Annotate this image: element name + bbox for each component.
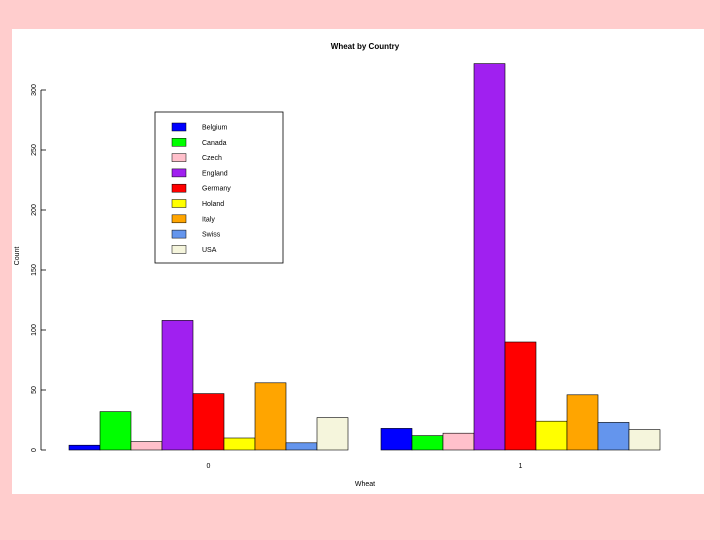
y-tick-label: 150 xyxy=(31,264,38,276)
legend-swatch-usa xyxy=(171,245,187,254)
bar-swiss-0 xyxy=(285,442,318,451)
legend-label-germany: Germany xyxy=(202,186,231,193)
bars-group xyxy=(68,63,661,451)
legend-swatch-swiss xyxy=(171,229,187,239)
legend-label-canada: Canada xyxy=(202,140,227,147)
y-axis-label: Count xyxy=(14,247,21,266)
legend-swatch-italy xyxy=(171,214,187,224)
bar-belgium-0 xyxy=(68,444,101,451)
y-tick-label: 100 xyxy=(31,324,38,336)
bar-canada-0 xyxy=(99,411,132,451)
y-axis: 0 50 100 150 200 250 300 xyxy=(31,84,46,452)
bar-england-1 xyxy=(473,63,506,451)
x-axis-label: Wheat xyxy=(355,481,375,488)
y-tick-label: 0 xyxy=(31,448,38,452)
legend-label-czech: Czech xyxy=(202,155,222,162)
bar-italy-0 xyxy=(254,382,287,451)
legend-label-belgium: Belgium xyxy=(202,125,227,132)
y-tick-label: 50 xyxy=(31,386,38,394)
y-tick-label: 250 xyxy=(31,144,38,156)
y-tick-label: 200 xyxy=(31,204,38,216)
legend-label-italy: Italy xyxy=(202,216,215,223)
bar-canada-1 xyxy=(411,435,444,451)
bar-swiss-1 xyxy=(597,422,630,451)
bar-holand-1 xyxy=(535,420,568,451)
legend-swatch-belgium xyxy=(171,122,187,132)
bar-belgium-1 xyxy=(380,428,413,451)
bar-germany-1 xyxy=(504,341,537,451)
legend-label-holand: Holand xyxy=(202,201,224,208)
legend-swatch-czech xyxy=(171,153,187,162)
y-tick-label: 300 xyxy=(31,84,38,96)
legend: Belgium Canada Czech England Germany Holand It… xyxy=(154,111,284,264)
legend-swatch-germany xyxy=(171,183,187,193)
bar-holand-0 xyxy=(223,437,256,451)
bar-italy-1 xyxy=(566,394,599,451)
chart-title: Wheat by Country xyxy=(331,42,400,51)
legend-label-england: England xyxy=(202,170,228,177)
bar-germany-0 xyxy=(192,393,225,451)
x-tick-label: 0 xyxy=(207,463,211,470)
bar-usa-1 xyxy=(628,429,661,451)
legend-swatch-holand xyxy=(171,199,187,208)
x-tick-label: 1 xyxy=(519,463,523,470)
legend-label-usa: USA xyxy=(202,247,217,254)
bar-england-0 xyxy=(161,320,194,451)
legend-swatch-canada xyxy=(171,138,187,147)
bar-czech-1 xyxy=(442,432,475,451)
legend-label-swiss: Swiss xyxy=(202,232,221,239)
bar-czech-0 xyxy=(130,441,163,451)
legend-swatch-england xyxy=(171,168,187,178)
bar-usa-0 xyxy=(316,417,349,451)
